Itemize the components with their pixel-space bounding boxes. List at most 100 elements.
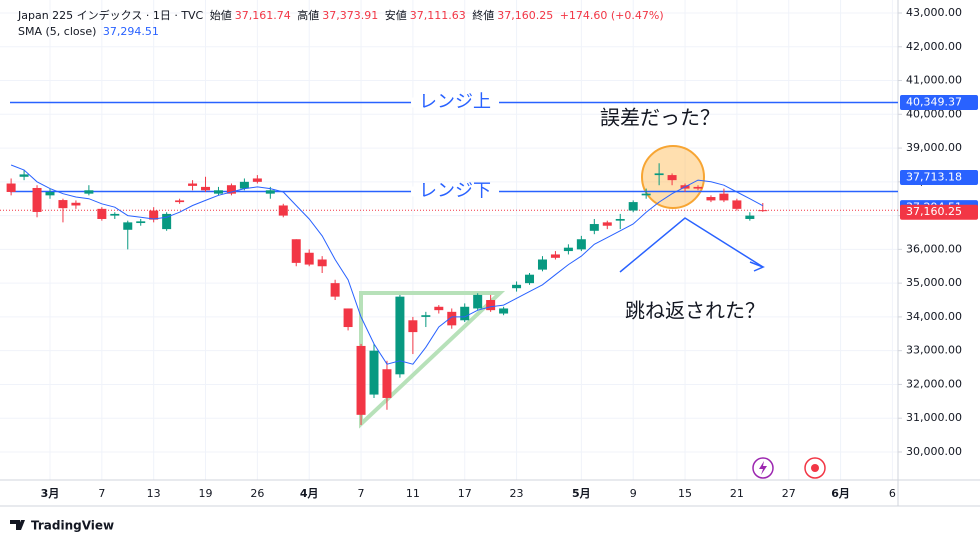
y-tick-label: 35,000.00 xyxy=(906,276,962,289)
x-tick-label: 6 xyxy=(889,487,896,500)
x-tick-label: 21 xyxy=(730,487,744,500)
y-tick-label: 32,000.00 xyxy=(906,377,962,390)
ohlc-value: 37,160.25 xyxy=(497,9,554,22)
candle-body xyxy=(201,186,211,191)
y-tick-label: 41,000.00 xyxy=(906,74,962,87)
x-tick-label: 15 xyxy=(678,487,692,500)
candle-body xyxy=(175,200,185,203)
candle-body xyxy=(499,308,509,314)
candle-body xyxy=(706,197,716,201)
candle-body xyxy=(252,178,262,182)
indicator-legend: SMA (5, close) 37,294.51 xyxy=(18,25,162,38)
level-label-bg xyxy=(411,97,499,108)
x-tick-label: 27 xyxy=(782,487,796,500)
level-tag xyxy=(900,170,978,186)
level-label-bg xyxy=(411,186,499,197)
x-tick-label: 5月 xyxy=(572,487,591,500)
candle-body xyxy=(97,208,107,219)
candle-body xyxy=(473,294,483,309)
candle-body xyxy=(447,311,457,326)
last-price-tag-label: 37,160.25 xyxy=(906,205,962,218)
level-label: レンジ下 xyxy=(419,181,491,202)
arrow-head xyxy=(749,261,765,272)
candle-body xyxy=(693,186,703,189)
level-tag-label: 37,713.18 xyxy=(906,171,962,184)
y-tick-label: 39,000.00 xyxy=(906,141,962,154)
candle-body xyxy=(615,218,625,221)
ohlc-value: 37,373.91 xyxy=(322,9,379,22)
candle-body xyxy=(265,190,275,194)
logo xyxy=(10,520,25,530)
candle-body xyxy=(213,190,223,194)
arrow-drawing xyxy=(619,217,764,273)
y-tick-label: 30,000.00 xyxy=(906,445,962,458)
candle-body xyxy=(421,315,431,317)
grid: 30,000.00 31,000.00 32,000.00 33,000.00 34,0… xyxy=(0,0,962,500)
candle-body xyxy=(19,174,29,177)
candle-body xyxy=(32,187,42,212)
y-tick-label: 42,000.00 xyxy=(906,40,962,53)
header: Japan 225 インデックス · 1日 · TVC 始値 37,161.74 … xyxy=(18,7,667,23)
ohlc-value: 37,161.74 xyxy=(234,9,291,22)
indicator-value: 37,294.51 xyxy=(102,25,159,38)
candle-body xyxy=(525,274,535,284)
candle-body xyxy=(6,183,16,192)
candle-body xyxy=(356,345,366,415)
y-tick-label: 36,000.00 xyxy=(906,242,962,255)
candle-body xyxy=(226,185,236,194)
candle-body xyxy=(576,239,586,250)
candle-body xyxy=(654,173,664,176)
x-tick-label: 9 xyxy=(630,487,637,500)
candle-body xyxy=(382,369,392,398)
last-price-tag xyxy=(900,204,978,220)
candle-body xyxy=(317,259,327,267)
x-tick-label: 19 xyxy=(199,487,213,500)
y-tick-label: 31,000.00 xyxy=(906,411,962,424)
candle-body xyxy=(550,254,560,258)
level-label: レンジ上 xyxy=(419,92,491,113)
candle-body xyxy=(369,350,379,395)
y-tick-label: 40,000.00 xyxy=(906,107,962,120)
candle-body xyxy=(343,308,353,328)
candle-body xyxy=(758,210,768,212)
candle-body xyxy=(460,306,470,321)
candle-body xyxy=(149,210,159,220)
candle-body xyxy=(45,191,55,196)
candle-body xyxy=(434,306,444,311)
x-tick-label: 7 xyxy=(98,487,105,500)
candle-body xyxy=(563,247,573,252)
annotation: 誤差だった？ xyxy=(600,106,720,130)
candle-body xyxy=(628,202,638,211)
x-tick-label: 13 xyxy=(147,487,161,500)
icon-dot xyxy=(811,464,819,472)
x-tick-label: 26 xyxy=(250,487,264,500)
candle-body xyxy=(408,320,418,333)
y-tick-label: 33,000.00 xyxy=(906,344,962,357)
footer-brand: TradingView xyxy=(31,519,114,533)
x-tick-label: 11 xyxy=(406,487,420,500)
level-tag-label: 40,349.37 xyxy=(906,96,962,109)
level-tag xyxy=(900,95,978,111)
y-tick-label: 43,000.00 xyxy=(906,6,962,19)
candle-body xyxy=(278,205,288,216)
symbol: Japan 225 インデックス · 1日 · TVC xyxy=(18,9,204,22)
annotation: 跳ね返された？ xyxy=(625,299,765,323)
sma-line xyxy=(10,164,764,365)
ohlc-label: 終値 xyxy=(472,9,495,22)
ohlc-label: 高値 xyxy=(297,9,320,22)
ohlc-value: 37,111.63 xyxy=(409,9,466,22)
x-tick-label: 7 xyxy=(358,487,365,500)
candle-body xyxy=(745,215,755,219)
x-tick-label: 23 xyxy=(510,487,524,500)
candle-body xyxy=(537,259,547,270)
change: +174.60 (+0.47%) xyxy=(559,9,664,22)
candle-body xyxy=(589,224,599,231)
x-tick-label: 6月 xyxy=(831,487,850,500)
candle-body xyxy=(395,296,405,375)
candle-body xyxy=(291,239,301,263)
candle-body xyxy=(667,175,677,181)
